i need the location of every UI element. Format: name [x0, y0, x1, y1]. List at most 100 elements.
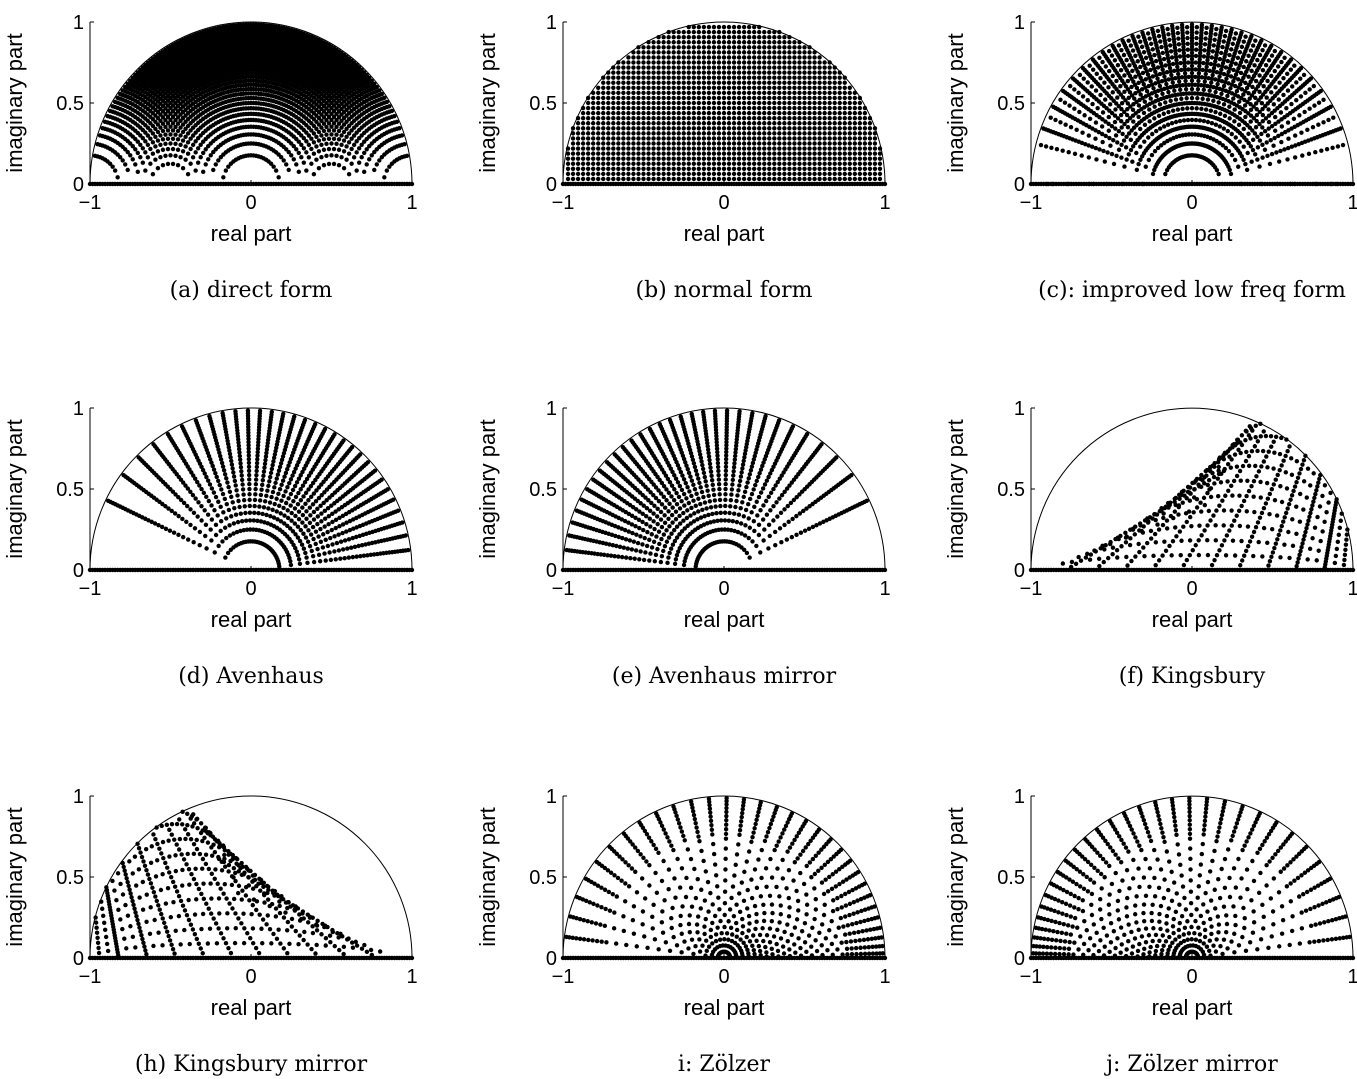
pole-point [616, 171, 621, 177]
pole-point [666, 115, 671, 121]
pole-point [706, 156, 712, 161]
pole-point [165, 146, 171, 152]
pole-point [721, 34, 727, 40]
pole-point [812, 176, 817, 182]
pole-point [777, 151, 782, 156]
pole-point [1150, 171, 1156, 177]
pole-point [837, 166, 842, 172]
pole-point [726, 156, 732, 161]
pole-point [857, 146, 863, 151]
pole-point [822, 65, 827, 70]
pole-point [731, 110, 737, 116]
pole-point [590, 115, 596, 121]
pole-point [316, 165, 322, 171]
pole-point [792, 131, 797, 136]
pole-point [1134, 167, 1140, 172]
pole-point [842, 146, 847, 151]
pole-point [757, 70, 762, 75]
pole-point [736, 40, 742, 45]
pole-point [716, 65, 722, 70]
pole-point [827, 105, 832, 111]
pole-point [691, 100, 697, 106]
pole-point [812, 115, 817, 121]
pole-point [646, 141, 651, 146]
pole-point [1157, 126, 1163, 131]
pole-point [741, 110, 747, 116]
pole-point [1257, 138, 1263, 143]
pole-point [767, 136, 772, 141]
pole-point [306, 142, 312, 148]
pole-point [686, 50, 691, 55]
pole-point [646, 146, 651, 151]
pole-point [847, 166, 852, 172]
pole-point [681, 80, 686, 85]
pole-point [726, 90, 732, 96]
pole-point [757, 29, 762, 35]
pole-point [807, 80, 812, 85]
pole-point [837, 151, 842, 156]
pole-point [847, 90, 852, 96]
pole-point [621, 136, 626, 141]
pole-point [696, 126, 702, 131]
pole-point [767, 40, 772, 45]
pole-point [596, 161, 601, 166]
pole-point [706, 171, 712, 177]
pole-point [686, 146, 691, 151]
pole-point [807, 50, 812, 55]
pole-point [173, 124, 178, 130]
pole-point [331, 128, 337, 133]
pole-point [601, 131, 606, 136]
pole-point [626, 95, 631, 101]
pole-point [822, 105, 827, 111]
pole-point [107, 108, 113, 114]
y-tick-label: 0.5 [56, 93, 84, 115]
pole-point [827, 141, 832, 146]
pole-point [1195, 96, 1200, 101]
pole-point [666, 50, 671, 55]
pole-point [711, 156, 717, 161]
pole-point [867, 126, 873, 131]
pole-point [611, 151, 616, 156]
pole-point [646, 80, 651, 85]
pole-point [1142, 139, 1147, 144]
pole-point [762, 60, 767, 65]
pole-point [817, 126, 822, 131]
pole-point [726, 105, 732, 111]
pole-point [601, 80, 606, 85]
pole-point [792, 50, 797, 55]
pole-point [681, 110, 686, 116]
pole-point [585, 100, 591, 106]
pole-point [621, 95, 626, 101]
pole-point [706, 95, 712, 101]
pole-point [777, 121, 782, 126]
pole-point [716, 34, 722, 40]
pole-point [666, 40, 671, 45]
pole-point [661, 161, 666, 166]
pole-point [842, 90, 847, 96]
pole-point [827, 176, 832, 182]
pole-point [782, 156, 787, 161]
pole-point [651, 55, 656, 60]
pole-point [195, 160, 201, 165]
pole-point [696, 75, 702, 80]
pole-point [631, 65, 636, 70]
pole-point [356, 160, 362, 165]
pole-point [852, 146, 858, 151]
pole-point [656, 126, 661, 131]
pole-point [631, 85, 636, 91]
y-tick-label: 1 [546, 12, 557, 34]
pole-point [832, 90, 837, 96]
pole-point [716, 40, 722, 45]
pole-point [797, 100, 802, 106]
pole-point [671, 105, 676, 111]
pole-point [671, 55, 676, 60]
pole-point [797, 146, 802, 151]
pole-point [1124, 134, 1129, 139]
pole-point [721, 171, 727, 177]
pole-point [797, 156, 802, 161]
pole-point [580, 171, 586, 177]
pole-point [741, 45, 747, 50]
pole-point [341, 122, 347, 127]
pole-point [676, 50, 681, 55]
pole-point [762, 90, 767, 96]
